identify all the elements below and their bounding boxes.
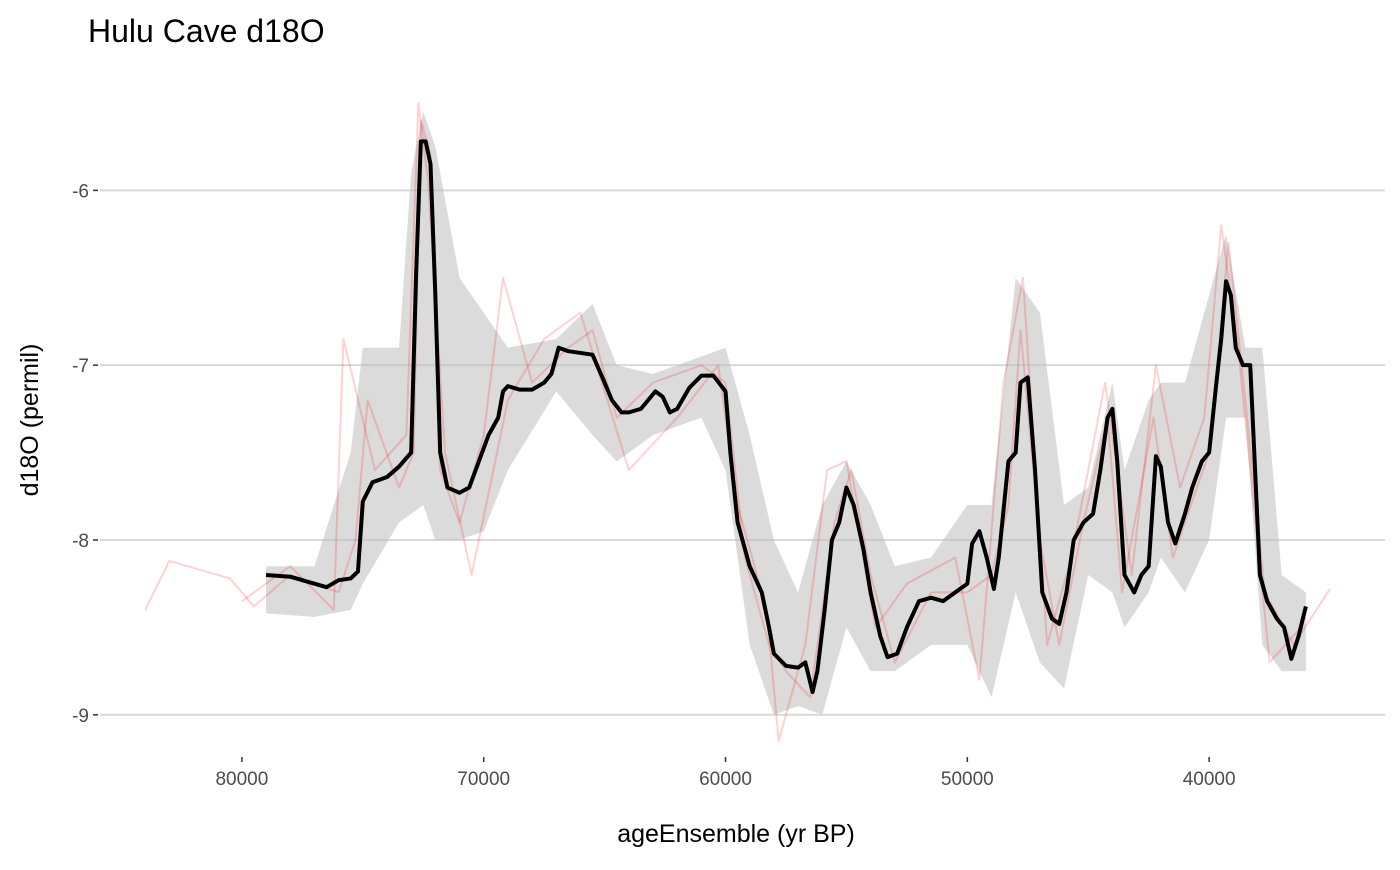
x-tick-label: 80000 xyxy=(215,769,268,790)
chart-title: Hulu Cave d18O xyxy=(88,13,325,49)
x-axis-label: ageEnsemble (yr BP) xyxy=(617,820,855,848)
marks-layer xyxy=(144,101,1331,743)
series-line xyxy=(144,119,1331,699)
y-tick-label: -8 xyxy=(72,531,89,552)
series-line xyxy=(241,101,1302,743)
y-tick-label: -9 xyxy=(72,706,89,727)
x-tick-label: 50000 xyxy=(941,769,994,790)
quantile-band xyxy=(266,111,1306,715)
axes-layer: -9 -8 -7 -6 80000 70000 60000 50000 40000 xyxy=(72,181,1235,790)
x-tick-label: 70000 xyxy=(457,769,510,790)
series-line xyxy=(265,139,1308,695)
x-tick-label: 40000 xyxy=(1183,769,1236,790)
x-tick-label: 60000 xyxy=(699,769,752,790)
y-tick-label: -6 xyxy=(72,181,89,202)
y-axis-label: d18O (permil) xyxy=(16,344,44,497)
y-tick-label: -7 xyxy=(72,356,89,377)
